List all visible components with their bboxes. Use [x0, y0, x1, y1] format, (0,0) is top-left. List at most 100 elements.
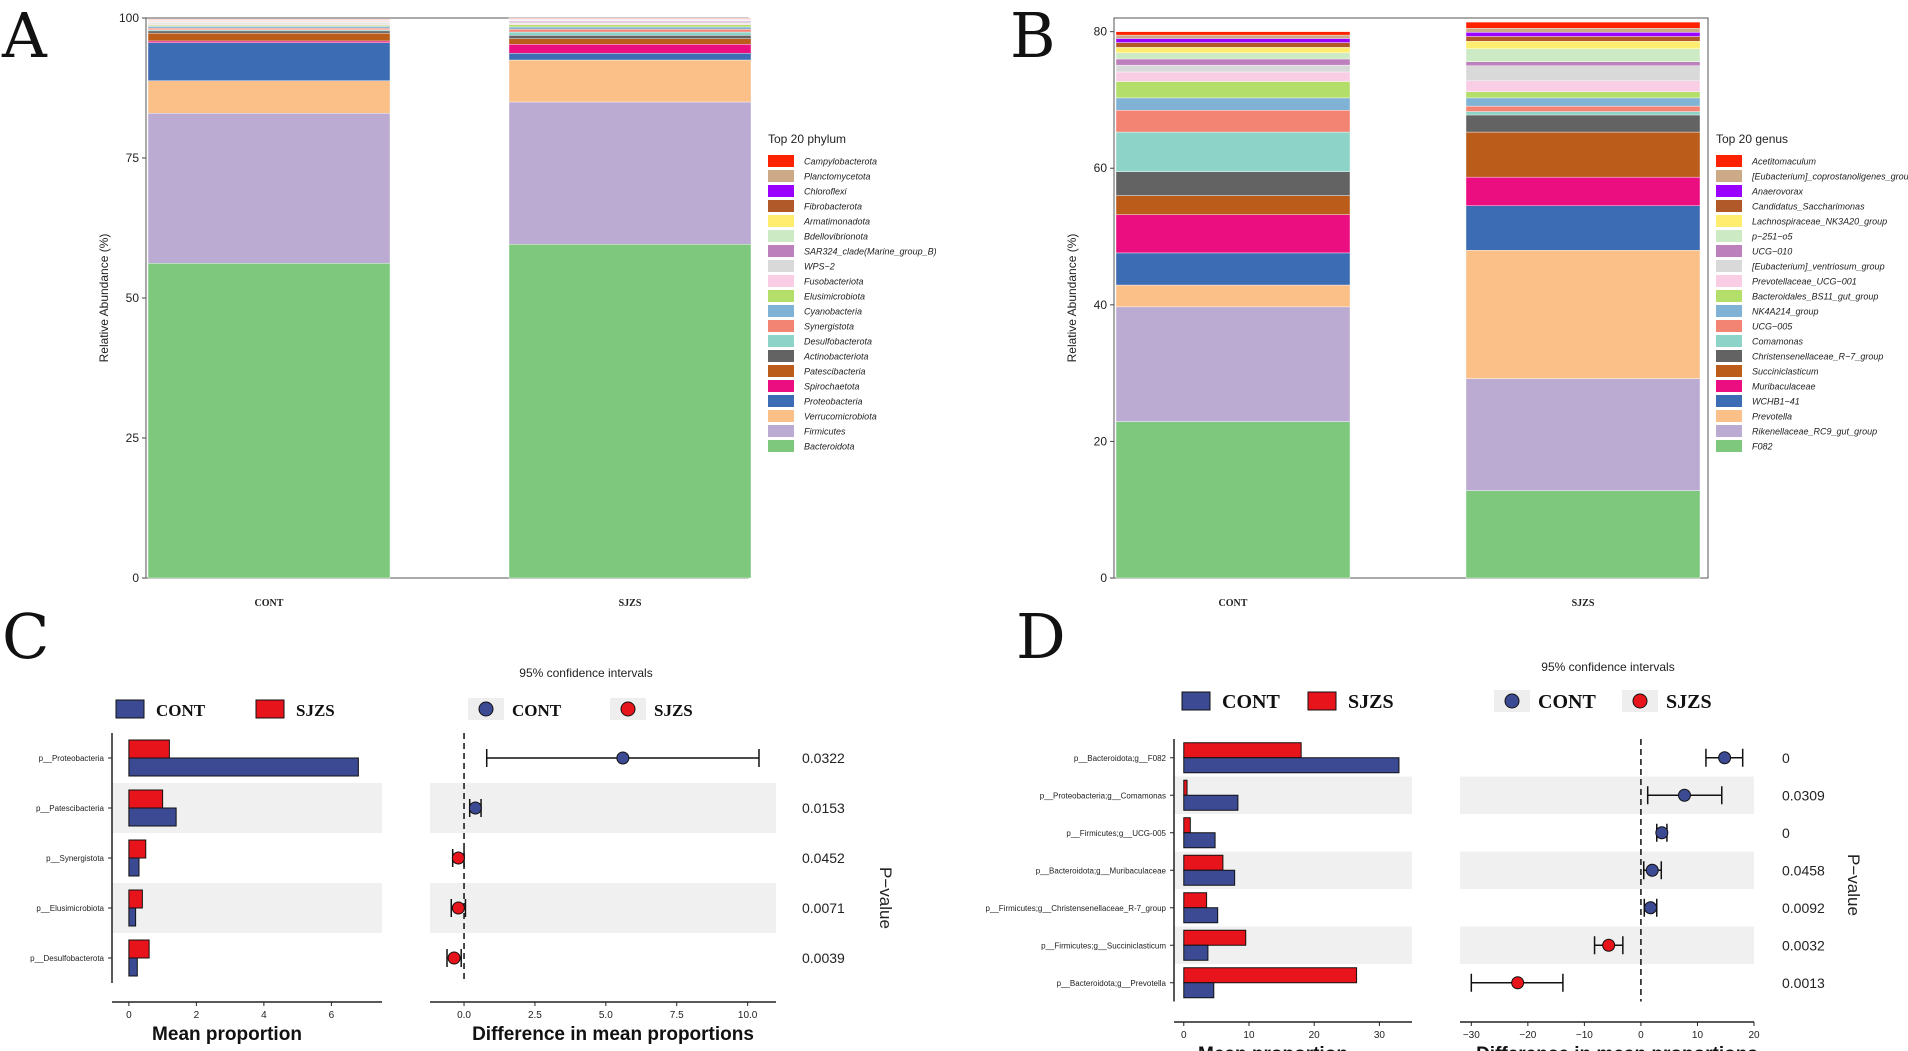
category-label: p__Bacteroidota;g__Prevotella — [1057, 979, 1167, 988]
bar-segment-cyanobacteria-cont — [147, 26, 391, 29]
row-stripe-right — [430, 783, 776, 833]
legend-swatch-christensenellaceae-r-7-group — [1716, 350, 1742, 362]
x-category-label: CONT — [255, 598, 284, 609]
legend-label-armatimonadota: Armatimonadota — [803, 217, 870, 227]
legend-dot-cont — [478, 701, 494, 717]
legend-swatch-planctomycetota — [768, 170, 794, 182]
left-x-axis-title: Mean proportion — [152, 1024, 302, 1045]
x-tick-label: 10 — [1243, 1030, 1255, 1041]
panel-a-stacked-bar-chart: 0 25 50 75 100 Relative Abundance (%) CONT SJZS… — [97, 11, 937, 609]
bar-segment-nk4a214-group-sjzs — [1465, 97, 1701, 107]
category-label: p__Firmicutes;g__Christensenellaceae_R-7… — [985, 904, 1166, 913]
bar-segment-muribaculaceae-sjzs — [1465, 176, 1701, 207]
bar-cont-p-proteobacteria — [128, 757, 359, 777]
legend-label-synergistota: Synergistota — [804, 322, 854, 332]
bar-segment-wchb1-41-sjzs — [1465, 205, 1701, 251]
legend-label-acetitomaculum: Acetitomaculum — [1751, 157, 1817, 167]
bar-cont-p-proteobacteria-g-comamonas — [1183, 794, 1239, 811]
bar-segment-synergistota-cont — [147, 27, 391, 30]
legend-swatch-comamonas — [1716, 335, 1742, 347]
bar-segment-bacteroidales-bs11-gut-group-sjzs — [1465, 91, 1701, 99]
p-value-label: 0.0032 — [1782, 937, 1825, 953]
legend-label-sar324-clade-marine-group-b: SAR324_clade(Marine_group_B) — [804, 247, 937, 257]
legend-label-bacteroidota: Bacteroidota — [804, 442, 855, 452]
p-value-label: 0.0092 — [1782, 900, 1825, 916]
legend-label-prevotellaceae-ucg-001: Prevotellaceae_UCG−001 — [1752, 277, 1857, 287]
panel-c-extended-error-bar-chart: 95% confidence intervals CONT SJZS CONT SJZS… — [30, 666, 895, 1045]
legend-label-elusimicrobiota: Elusimicrobiota — [804, 292, 865, 302]
legend-swatch-proteobacteria — [768, 395, 794, 407]
legend-swatch-sjzs — [255, 699, 285, 719]
bar-segment-prevotellaceae-ucg-001-sjzs — [1465, 80, 1701, 92]
x-tick-label: −10 — [1576, 1030, 1593, 1041]
bar-segment-spirochaetota-sjzs — [508, 44, 752, 54]
x-tick-label: 20 — [1748, 1030, 1760, 1041]
bar-segment-christensenellaceae-r-7-group-sjzs — [1465, 114, 1701, 133]
legend-swatch-ucg-010 — [1716, 245, 1742, 257]
x-category-label: SJZS — [619, 598, 642, 609]
row-stripe-right — [430, 883, 776, 933]
ci-title: 95% confidence intervals — [519, 666, 652, 680]
category-label: p__Elusimicrobiota — [36, 904, 104, 913]
legend-swatch-bacteroidales-bs11-gut-group — [1716, 290, 1742, 302]
left-x-axis-title: Mean proportion — [1198, 1044, 1348, 1051]
legend-swatch-bacteroidota — [768, 440, 794, 452]
bar-sjzs-p-proteobacteria-g-comamonas — [1183, 779, 1188, 796]
bar-segment-elusimicrobiota-sjzs — [508, 24, 752, 28]
p-value-label: 0.0322 — [802, 750, 845, 766]
legend-swatch-synergistota — [768, 320, 794, 332]
bar-cont-p-bacteroidota-g-prevotella — [1183, 982, 1215, 999]
bar-segment-ucg-010-sjzs — [1465, 61, 1701, 67]
bar-segment-campylobacterota-sjzs — [508, 17, 752, 19]
x-tick-label: 0 — [1638, 1030, 1644, 1041]
x-tick-label: 7.5 — [670, 1010, 684, 1021]
x-tick-label: −30 — [1463, 1030, 1480, 1041]
legend-swatch-lachnospiraceae-nk3a20-group — [1716, 215, 1742, 227]
bar-segment-prevotellaceae-ucg-001-cont — [1115, 71, 1351, 82]
category-label: p__Proteobacteria — [39, 754, 105, 763]
p-value-label: 0.0071 — [802, 900, 845, 916]
y-tick-label: 0 — [132, 571, 139, 585]
legend-swatch-muribaculaceae — [1716, 380, 1742, 392]
legend-swatch-desulfobacterota — [768, 335, 794, 347]
bar-segment-succiniclasticum-cont — [1115, 195, 1351, 215]
right-x-axis-title: Difference in mean proportions — [1476, 1044, 1758, 1051]
y-tick-label: 0 — [1100, 571, 1107, 585]
x-tick-label: 6 — [329, 1010, 335, 1021]
y-axis-title: Relative Abundance (%) — [1065, 234, 1079, 363]
legend-swatch-sar324-clade-marine-group-b — [768, 245, 794, 257]
panel-letter-d: D — [1016, 600, 1066, 673]
bar-cont-p-desulfobacterota — [128, 957, 138, 977]
bar-sjzs-p-bacteroidota-g-f082 — [1183, 742, 1302, 759]
bar-cont-p-firmicutes-g-christensenellaceae-r-7-group — [1183, 907, 1219, 924]
y-tick-label: 20 — [1094, 434, 1108, 448]
legend-label-eubacterium-ventriosum-group: [Eubacterium]_ventriosum_group — [1751, 262, 1885, 272]
x-tick-label: 4 — [261, 1010, 267, 1021]
legend-label-campylobacterota: Campylobacterota — [804, 157, 877, 167]
legend-label-planctomycetota: Planctomycetota — [804, 172, 871, 182]
category-label: p__Firmicutes;g__Succiniclasticum — [1041, 941, 1166, 950]
legend-swatch-fibrobacterota — [768, 200, 794, 212]
legend-swatch-cont — [115, 699, 145, 719]
legend-swatch-nk4a214-group — [1716, 305, 1742, 317]
legend-swatch-elusimicrobiota — [768, 290, 794, 302]
legend-title: Top 20 genus — [1716, 132, 1788, 146]
legend-label-prevotella: Prevotella — [1752, 412, 1792, 422]
category-label: p__Desulfobacterota — [30, 954, 104, 963]
bar-sjzs-p-bacteroidota-g-prevotella — [1183, 967, 1358, 984]
category-label: p__Patescibacteria — [36, 804, 105, 813]
bar-segment-bacteroidota-sjzs — [508, 244, 752, 579]
bar-segment-patescibacteria-sjzs — [508, 38, 752, 45]
bar-cont-p-patescibacteria — [128, 807, 177, 827]
ci-point-p-bacteroidota-g-f082 — [1718, 751, 1732, 765]
plot-frame — [1113, 17, 1709, 579]
x-tick-label: 2 — [194, 1010, 200, 1021]
legend-swatch-cyanobacteria — [768, 305, 794, 317]
bar-segment-candidatus-saccharimonas-sjzs — [1465, 36, 1701, 42]
legend-swatch-prevotella — [1716, 410, 1742, 422]
legend-swatch-wps-2 — [768, 260, 794, 272]
bar-cont-p-synergistota — [128, 857, 140, 877]
legend-swatch-campylobacterota — [768, 155, 794, 167]
x-tick-label: 5.0 — [599, 1010, 613, 1021]
